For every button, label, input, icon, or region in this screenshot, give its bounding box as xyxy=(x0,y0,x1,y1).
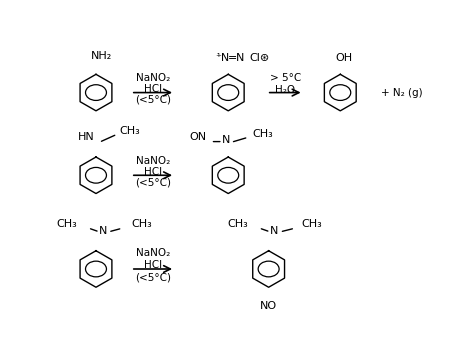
Text: CH₃: CH₃ xyxy=(228,219,248,229)
Text: NaNO₂: NaNO₂ xyxy=(136,248,170,258)
Text: NO: NO xyxy=(260,301,277,311)
Text: H₂O: H₂O xyxy=(275,85,295,95)
Text: NaNO₂: NaNO₂ xyxy=(136,73,170,83)
Text: OH: OH xyxy=(336,53,353,63)
Text: HCl: HCl xyxy=(144,167,162,176)
Text: CH₃: CH₃ xyxy=(57,219,78,229)
Text: ON: ON xyxy=(189,132,206,142)
Text: HCl: HCl xyxy=(144,260,162,270)
Text: Cl⊛: Cl⊛ xyxy=(249,53,270,63)
Text: CH₃: CH₃ xyxy=(131,219,152,229)
Text: ⁺̇N═N: ⁺̇N═N xyxy=(215,53,245,63)
Text: (<5°C): (<5°C) xyxy=(135,178,171,188)
Text: > 5°C: > 5°C xyxy=(270,73,301,83)
Text: CH₃: CH₃ xyxy=(120,126,141,136)
Text: N: N xyxy=(270,226,278,236)
Text: N: N xyxy=(222,135,230,145)
Text: NH₂: NH₂ xyxy=(91,50,112,61)
Text: (<5°C): (<5°C) xyxy=(135,272,171,282)
Text: CH₃: CH₃ xyxy=(301,219,322,229)
Text: HCl: HCl xyxy=(144,84,162,94)
Text: + N₂ (g): + N₂ (g) xyxy=(381,88,422,98)
Text: CH₃: CH₃ xyxy=(252,129,273,139)
Text: (<5°C): (<5°C) xyxy=(135,95,171,105)
Text: N: N xyxy=(99,226,108,236)
Text: HN: HN xyxy=(77,132,94,142)
Text: NaNO₂: NaNO₂ xyxy=(136,156,170,166)
